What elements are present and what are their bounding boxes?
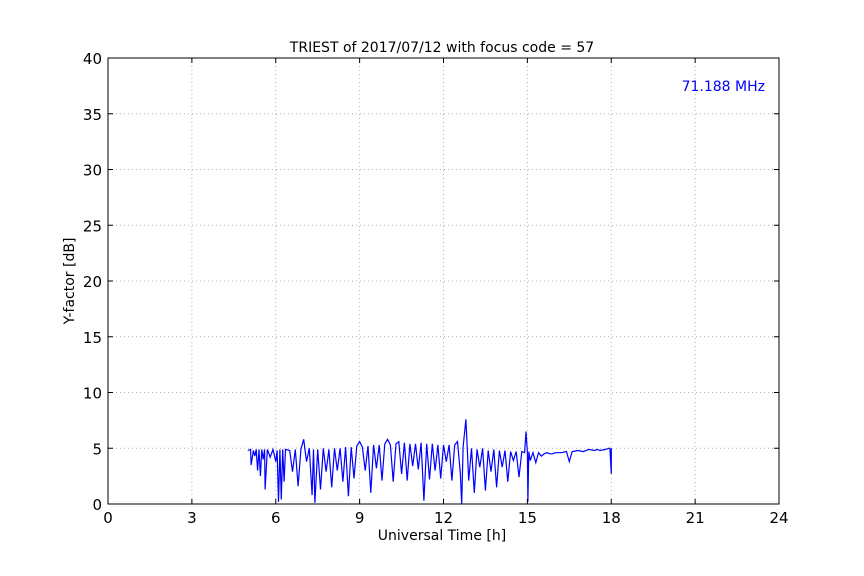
series-layer (247, 419, 612, 505)
y-tick-label: 10 (83, 385, 102, 403)
y-tick-label: 5 (92, 440, 102, 458)
series-line (247, 419, 612, 505)
y-tick-label: 20 (83, 273, 102, 291)
chart-title: TRIEST of 2017/07/12 with focus code = 5… (289, 40, 594, 56)
x-tick-label: 21 (686, 509, 705, 527)
x-tick-label: 0 (103, 509, 113, 527)
x-tick-label: 6 (271, 509, 281, 527)
x-tick-label: 12 (434, 509, 453, 527)
x-tick-label: 15 (518, 509, 537, 527)
frequency-annotation: 71.188 MHz (682, 79, 765, 95)
ticks: 0 3 6 9 12 15 18 21 24 0 5 10 15 20 25 30 35 40 (83, 50, 789, 527)
y-tick-label: 0 (92, 496, 102, 514)
x-tick-label: 18 (602, 509, 621, 527)
x-tick-label: 9 (355, 509, 365, 527)
y-tick-label: 35 (83, 106, 102, 124)
x-axis-label: Universal Time [h] (378, 528, 506, 544)
y-axis-label: Y-factor [dB] (62, 238, 78, 326)
y-tick-label: 15 (83, 329, 102, 347)
y-tick-label: 25 (83, 217, 102, 235)
x-tick-label: 3 (187, 509, 197, 527)
y-tick-label: 30 (83, 162, 102, 180)
grid (108, 58, 779, 504)
y-tick-label: 40 (83, 50, 102, 68)
x-tick-label: 24 (769, 509, 788, 527)
